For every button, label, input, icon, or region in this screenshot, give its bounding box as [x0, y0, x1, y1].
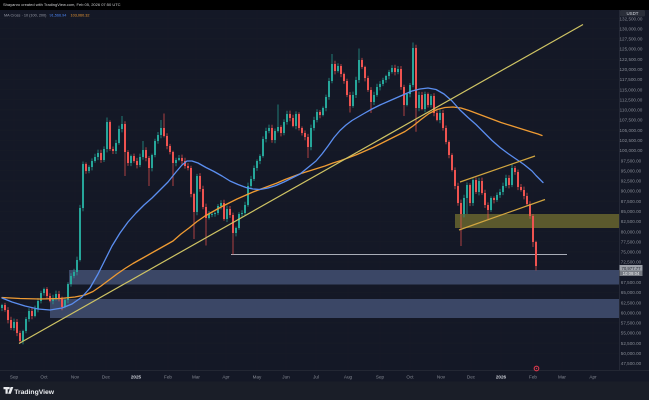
- svg-text:130,000.00: 130,000.00: [620, 26, 643, 31]
- svg-text:50,000.00: 50,000.00: [621, 351, 642, 356]
- svg-text:60,000.00: 60,000.00: [621, 310, 642, 315]
- svg-text:Nov: Nov: [437, 374, 446, 379]
- svg-text:91,566.94: 91,566.94: [50, 13, 67, 17]
- svg-text:82,500.00: 82,500.00: [621, 219, 642, 224]
- svg-text:Jun: Jun: [282, 374, 290, 379]
- svg-text:80,000.00: 80,000.00: [621, 229, 642, 234]
- svg-text:2026: 2026: [496, 374, 507, 379]
- svg-text:Sep: Sep: [376, 374, 385, 379]
- svg-text:105,000.00: 105,000.00: [620, 128, 643, 133]
- svg-text:Oct: Oct: [40, 374, 48, 379]
- svg-text:65,000.00: 65,000.00: [621, 290, 642, 295]
- svg-text:Oct: Oct: [406, 374, 414, 379]
- svg-text:112,500.00: 112,500.00: [620, 97, 643, 102]
- svg-text:75,000.00: 75,000.00: [621, 250, 642, 255]
- svg-text:USDT: USDT: [627, 11, 639, 16]
- svg-text:107,500.00: 107,500.00: [620, 118, 643, 123]
- svg-text:Feb: Feb: [164, 374, 172, 379]
- svg-text:103,060.32: 103,060.32: [71, 13, 90, 17]
- svg-text:117,500.00: 117,500.00: [620, 77, 643, 82]
- svg-text:102,500.00: 102,500.00: [620, 138, 643, 143]
- svg-text:70,977.77: 70,977.77: [621, 266, 641, 271]
- svg-text:55,000.00: 55,000.00: [621, 331, 642, 336]
- svg-text:110,000.00: 110,000.00: [620, 108, 643, 113]
- svg-text:Sep: Sep: [10, 374, 19, 379]
- svg-text:Nov: Nov: [71, 374, 80, 379]
- svg-text:90,000.00: 90,000.00: [621, 189, 642, 194]
- svg-text:132,500.00: 132,500.00: [620, 16, 643, 21]
- svg-text:Apr: Apr: [589, 374, 597, 379]
- svg-text:Dec: Dec: [467, 374, 476, 379]
- svg-text:Dec: Dec: [102, 374, 111, 379]
- svg-text:125,000.00: 125,000.00: [620, 47, 643, 52]
- svg-text:MA Cross · 10 (100, 200): MA Cross · 10 (100, 200): [4, 13, 47, 17]
- svg-text:77,500.00: 77,500.00: [621, 239, 642, 244]
- svg-text:Mar: Mar: [558, 374, 566, 379]
- svg-text:97,500.00: 97,500.00: [621, 158, 642, 163]
- svg-text:Feb: Feb: [529, 374, 537, 379]
- svg-text:10:09:04: 10:09:04: [623, 271, 640, 276]
- svg-text:Shayanro created with TradingV: Shayanro created with TradingView.com, F…: [3, 2, 121, 7]
- svg-text:TradingView: TradingView: [14, 389, 55, 396]
- svg-text:120,000.00: 120,000.00: [620, 67, 643, 72]
- svg-text:127,500.00: 127,500.00: [620, 37, 643, 42]
- svg-text:57,500.00: 57,500.00: [621, 321, 642, 326]
- svg-text:100,000.00: 100,000.00: [620, 148, 643, 153]
- svg-text:85,000.00: 85,000.00: [621, 209, 642, 214]
- svg-text:67,500.00: 67,500.00: [621, 280, 642, 285]
- svg-text:Mar: Mar: [192, 374, 200, 379]
- svg-text:122,500.00: 122,500.00: [620, 57, 643, 62]
- svg-text:72,500.00: 72,500.00: [621, 260, 642, 265]
- svg-text:95,000.00: 95,000.00: [621, 168, 642, 173]
- svg-text:2025: 2025: [131, 374, 142, 379]
- svg-text:52,500.00: 52,500.00: [621, 341, 642, 346]
- svg-text:115,000.00: 115,000.00: [620, 87, 643, 92]
- svg-text:87,500.00: 87,500.00: [621, 199, 642, 204]
- svg-text:92,500.00: 92,500.00: [621, 179, 642, 184]
- svg-text:May: May: [253, 374, 262, 379]
- svg-text:47,500.00: 47,500.00: [621, 361, 642, 366]
- svg-text:62,500.00: 62,500.00: [621, 300, 642, 305]
- svg-text:Apr: Apr: [222, 374, 230, 379]
- svg-text:Jul: Jul: [313, 374, 319, 379]
- svg-text:Aug: Aug: [344, 374, 353, 379]
